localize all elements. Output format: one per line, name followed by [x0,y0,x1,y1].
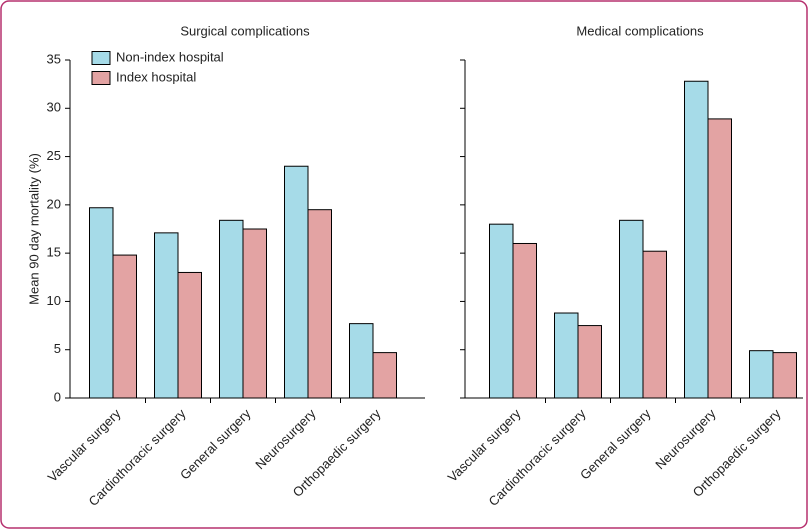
bar [489,223,514,399]
y-tick-label: 25 [47,148,61,163]
bar [349,323,374,399]
bar [242,228,267,399]
x-tick-label: General surgery [177,406,254,483]
y-tick-label: 30 [47,100,61,115]
bar [642,250,667,399]
bar [89,207,114,399]
chart-title: Medical complications [576,23,704,38]
bar [577,325,602,399]
legend-label: Non-index hospital [116,49,224,64]
y-tick-label: 10 [47,293,61,308]
bar [112,254,137,399]
x-tick-label: General surgery [577,406,654,483]
chart-title: Surgical complications [180,23,310,38]
y-tick-label: 20 [47,196,61,211]
x-tick-label: Neurosurgery [652,406,719,473]
y-tick-label: 15 [47,245,61,260]
bar [307,209,332,399]
bar [284,165,309,399]
legend-label: Index hospital [116,69,196,84]
bar [512,242,537,399]
y-tick-label: 0 [54,389,61,404]
bar [619,219,644,399]
bar [707,118,732,399]
bar [684,80,709,399]
legend-swatch [91,71,111,85]
bar [554,312,579,399]
bar [177,271,202,399]
bar [154,232,179,399]
y-tick-label: 35 [47,51,61,66]
bar [749,350,774,399]
legend-swatch [91,51,111,65]
y-axis-label: Mean 90 day mortality (%) [26,153,41,305]
bar [772,352,797,399]
bar [219,219,244,399]
y-tick-label: 5 [54,341,61,356]
bar [372,352,397,399]
x-tick-label: Neurosurgery [252,406,319,473]
